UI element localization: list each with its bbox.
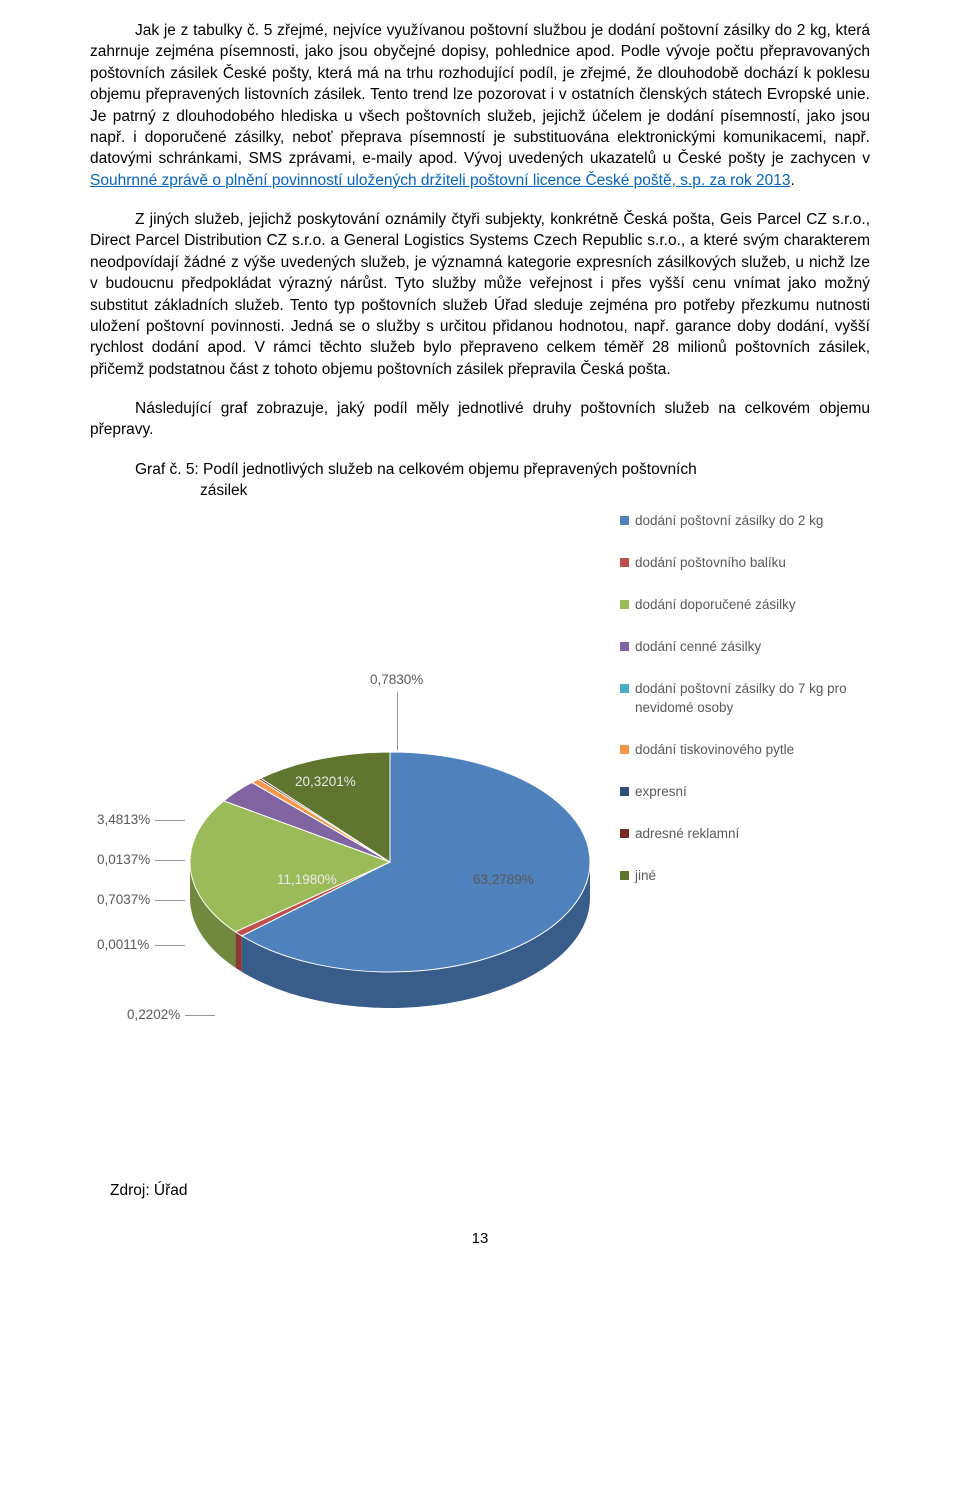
legend-swatch [620, 745, 629, 754]
legend-label: jiné [635, 867, 656, 885]
pie-label-ext: 0,0011% [97, 937, 149, 952]
legend-swatch [620, 684, 629, 693]
legend-item: dodání poštovní zásilky do 7 kg pro nevi… [620, 680, 870, 716]
legend-swatch [620, 600, 629, 609]
pie-slice-label-green: 20,3201% [295, 774, 356, 789]
chart-title-line2: zásilek [90, 480, 870, 501]
legend-label: adresné reklamní [635, 825, 739, 843]
legend-swatch [620, 787, 629, 796]
pie-label-ext: 3,4813% [97, 812, 150, 827]
legend-item: expresní [620, 783, 870, 801]
legend-swatch [620, 829, 629, 838]
pie-body: 20,3201% 11,1980% 63,2789% [175, 732, 605, 1032]
legend-item: dodání cenné zásilky [620, 638, 870, 656]
legend-label: expresní [635, 783, 687, 801]
pie-chart: dodání poštovní zásilky do 2 kg dodání po… [90, 512, 870, 1152]
paragraph-2: Z jiných služeb, jejichž poskytování ozn… [90, 209, 870, 380]
legend-item: dodání doporučené zásilky [620, 596, 870, 614]
legend-item: dodání tiskovinového pytle [620, 741, 870, 759]
legend-label: dodání poštovního balíku [635, 554, 786, 572]
legend-item: adresné reklamní [620, 825, 870, 843]
paragraph-1-text-b: . [791, 172, 795, 189]
document-page: Jak je z tabulky č. 5 zřejmé, nejvíce vy… [0, 0, 960, 1287]
pie-label-ext: 0,7037% [97, 892, 150, 907]
paragraph-1-text-a: Jak je z tabulky č. 5 zřejmé, nejvíce vy… [90, 22, 870, 167]
paragraph-3: Následující graf zobrazuje, jaký podíl m… [90, 398, 870, 441]
legend-label: dodání poštovní zásilky do 2 kg [635, 512, 823, 530]
pie-slice-label-blue: 63,2789% [473, 872, 534, 887]
source-line: Zdroj: Úřad [90, 1182, 870, 1200]
legend-item: jiné [620, 867, 870, 885]
legend-swatch [620, 516, 629, 525]
link-souhrnna-zprava[interactable]: Souhrnné zprávě o plnění povinností ulož… [90, 172, 791, 189]
legend-swatch [620, 642, 629, 651]
page-number: 13 [90, 1230, 870, 1247]
legend-swatch [620, 871, 629, 880]
chart-legend: dodání poštovní zásilky do 2 kg dodání po… [620, 512, 870, 910]
legend-swatch [620, 558, 629, 567]
pie-label-top: 0,7830% [370, 672, 423, 687]
pie-label-ext: 0,2202% [127, 1007, 180, 1022]
legend-label: dodání doporučené zásilky [635, 596, 796, 614]
paragraph-1: Jak je z tabulky č. 5 zřejmé, nejvíce vy… [90, 20, 870, 191]
legend-label: dodání cenné zásilky [635, 638, 761, 656]
chart-title: Graf č. 5: Podíl jednotlivých služeb na … [90, 459, 870, 502]
legend-label: dodání tiskovinového pytle [635, 741, 794, 759]
legend-item: dodání poštovní zásilky do 2 kg [620, 512, 870, 530]
legend-item: dodání poštovního balíku [620, 554, 870, 572]
pie-slice-label-olive: 11,1980% [277, 872, 337, 887]
pie-label-ext: 0,0137% [97, 852, 150, 867]
legend-label: dodání poštovní zásilky do 7 kg pro nevi… [635, 680, 870, 716]
chart-title-line1: Graf č. 5: Podíl jednotlivých služeb na … [135, 461, 697, 478]
